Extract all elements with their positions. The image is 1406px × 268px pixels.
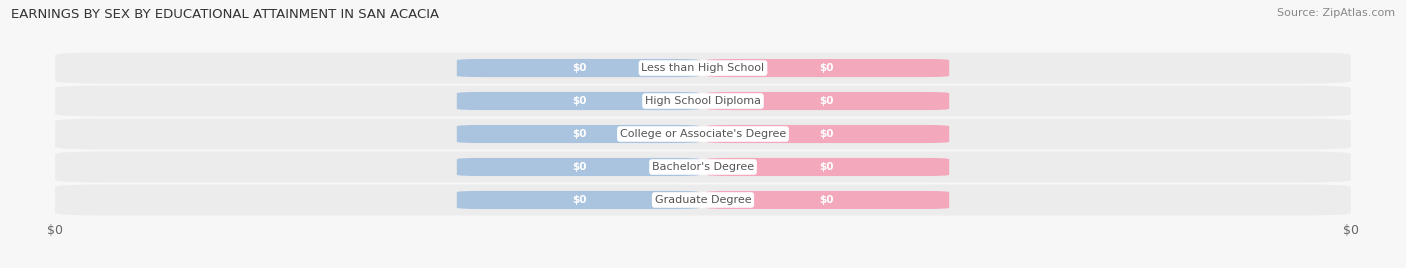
Text: Bachelor's Degree: Bachelor's Degree — [652, 162, 754, 172]
FancyBboxPatch shape — [706, 59, 949, 77]
Text: $0: $0 — [818, 63, 834, 73]
FancyBboxPatch shape — [457, 125, 700, 143]
Text: $0: $0 — [572, 96, 588, 106]
Text: $0: $0 — [572, 195, 588, 205]
Text: Graduate Degree: Graduate Degree — [655, 195, 751, 205]
FancyBboxPatch shape — [55, 53, 1351, 84]
FancyBboxPatch shape — [706, 191, 949, 209]
Text: $0: $0 — [818, 162, 834, 172]
Text: College or Associate's Degree: College or Associate's Degree — [620, 129, 786, 139]
Text: Less than High School: Less than High School — [641, 63, 765, 73]
FancyBboxPatch shape — [706, 125, 949, 143]
Text: $0: $0 — [572, 162, 588, 172]
Text: $0: $0 — [818, 195, 834, 205]
FancyBboxPatch shape — [706, 158, 949, 176]
Text: $0: $0 — [572, 63, 588, 73]
Text: $0: $0 — [818, 129, 834, 139]
Text: High School Diploma: High School Diploma — [645, 96, 761, 106]
Text: $0: $0 — [818, 96, 834, 106]
Text: Source: ZipAtlas.com: Source: ZipAtlas.com — [1277, 8, 1395, 18]
FancyBboxPatch shape — [457, 92, 700, 110]
FancyBboxPatch shape — [457, 191, 700, 209]
FancyBboxPatch shape — [706, 92, 949, 110]
Text: EARNINGS BY SEX BY EDUCATIONAL ATTAINMENT IN SAN ACACIA: EARNINGS BY SEX BY EDUCATIONAL ATTAINMEN… — [11, 8, 439, 21]
FancyBboxPatch shape — [55, 151, 1351, 183]
Text: $0: $0 — [572, 129, 588, 139]
FancyBboxPatch shape — [55, 118, 1351, 150]
FancyBboxPatch shape — [55, 184, 1351, 215]
FancyBboxPatch shape — [55, 85, 1351, 117]
FancyBboxPatch shape — [457, 158, 700, 176]
FancyBboxPatch shape — [457, 59, 700, 77]
